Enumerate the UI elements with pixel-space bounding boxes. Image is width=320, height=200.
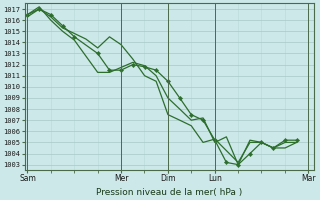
X-axis label: Pression niveau de la mer( hPa ): Pression niveau de la mer( hPa ) xyxy=(96,188,243,197)
